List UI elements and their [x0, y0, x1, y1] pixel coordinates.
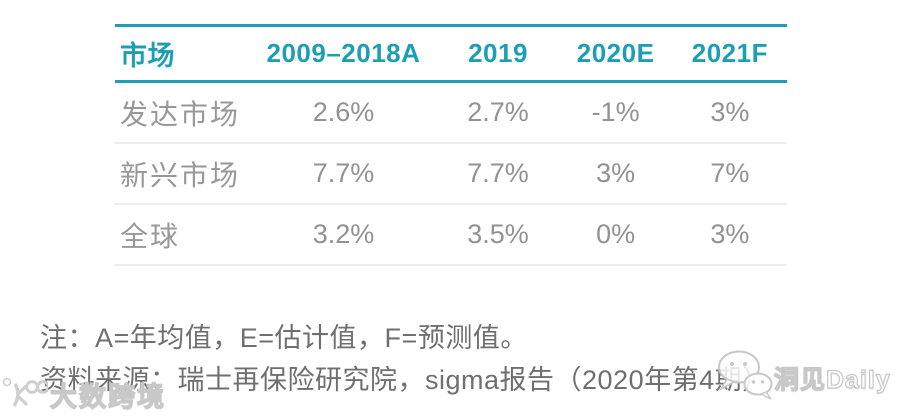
table-header-row: 市场 2009–2018A 2019 2020E 2021F: [115, 24, 787, 83]
column-header-2009-2018: 2009–2018A: [266, 38, 421, 68]
table-cell: 3%: [710, 219, 750, 249]
table-row-developed-markets: 发达市场 2.6% 2.7% -1% 3%: [115, 83, 787, 144]
table-cell: 7%: [710, 158, 750, 188]
row-label: 发达市场: [120, 98, 241, 130]
row-label: 全球: [120, 220, 181, 252]
table-row-emerging-markets: 新兴市场 7.7% 7.7% 3% 7%: [115, 144, 787, 205]
table-cell: 3%: [710, 97, 750, 127]
table-cell: 3.5%: [467, 219, 529, 249]
row-label: 新兴市场: [120, 159, 241, 191]
column-header-2020e: 2020E: [576, 38, 655, 68]
table-cell: 2.6%: [312, 97, 375, 127]
table-cell: 2.7%: [467, 97, 529, 127]
note-definitions: 注：A=年均值，E=估计值，F=预测值。: [40, 323, 528, 353]
watermark-right-label: 洞见Daily: [773, 365, 891, 394]
table-cell: 3%: [596, 158, 636, 188]
market-growth-table: 市场 2009–2018A 2019 2020E 2021F 发达市场 2.6%…: [115, 24, 787, 266]
table-cell: 3.2%: [312, 219, 375, 249]
table-row-global: 全球 3.2% 3.5% 0% 3%: [115, 205, 787, 266]
note-source: 资料来源：瑞士再保险研究院，sigma报告（2020年第4期）: [40, 365, 770, 395]
table-cell: 7.7%: [312, 158, 375, 188]
column-header-2019: 2019: [468, 38, 528, 68]
table-cell: -1%: [591, 97, 640, 127]
column-header-2021f: 2021F: [691, 38, 768, 68]
table-cell: 7.7%: [467, 158, 529, 188]
column-header-market: 市场: [120, 41, 175, 71]
table-cell: 0%: [596, 219, 636, 249]
